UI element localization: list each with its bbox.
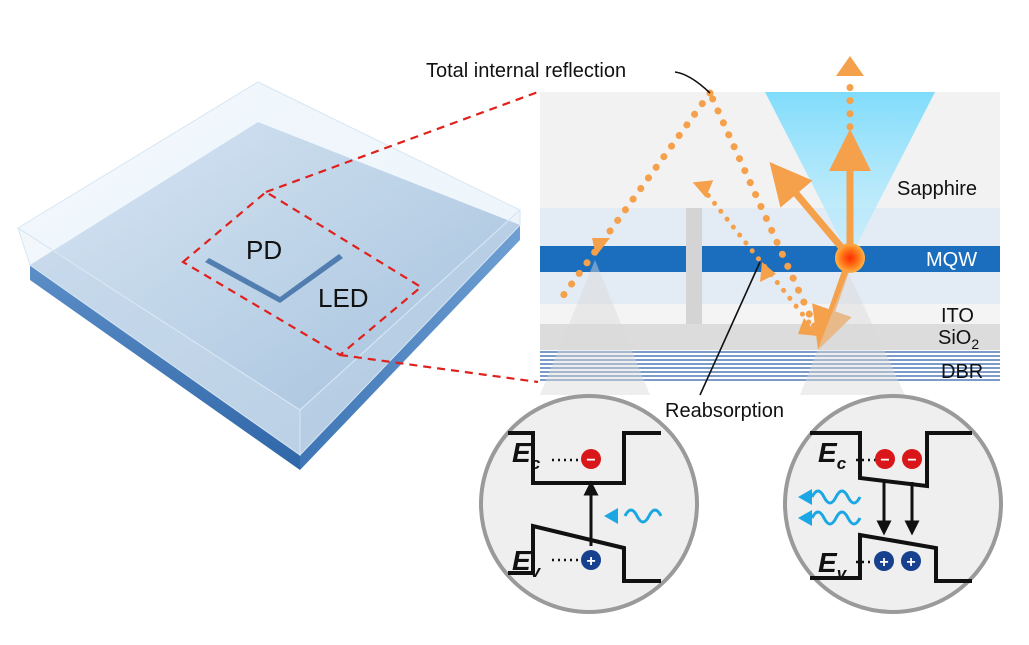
- hole-right-2: [901, 551, 921, 571]
- band-diagram-absorption: − + Ec Ev: [479, 394, 699, 614]
- zoom-line-top: [265, 90, 539, 194]
- ec-label-right: Ec: [818, 437, 847, 473]
- gan-lower-layer: [540, 272, 1000, 304]
- magnifier-cone-left: [540, 260, 650, 395]
- mqw-label: MQW: [926, 249, 977, 271]
- ev-label-left-sub: v: [531, 562, 542, 581]
- zoom-line-bottom: [339, 353, 539, 384]
- photon-outgoing-2: [810, 510, 862, 526]
- valence-band-right: [810, 532, 972, 583]
- photon-outgoing-1: [810, 489, 862, 505]
- reabsorption-callout-line: [699, 261, 761, 396]
- mqw-layer: [540, 246, 1000, 272]
- tir-label: Total internal reflection: [426, 60, 626, 82]
- hole-left: [581, 550, 601, 570]
- tir-arrowhead-1: [592, 238, 610, 256]
- photon-outgoing-1-arrowhead: [798, 489, 812, 505]
- tir-callout-line: [674, 71, 711, 94]
- ito-label: ITO: [941, 305, 974, 327]
- reflect-arrowhead: [798, 318, 818, 336]
- zoom-region-outline: [181, 190, 423, 357]
- sio2-base: SiO: [938, 327, 971, 349]
- ec-label-left: Ec: [512, 437, 541, 473]
- ray-downward: [812, 268, 852, 350]
- cross-section: Sapphire MQW ITO SiO2 DBR Total internal…: [426, 56, 1000, 422]
- ev-label-left-main: E: [512, 545, 532, 576]
- photon-outgoing-2-arrowhead: [798, 510, 812, 526]
- conduction-band-right: [810, 431, 972, 489]
- dbr-label: DBR: [941, 361, 983, 383]
- electron-left: [581, 449, 601, 469]
- dbr-layer: [540, 350, 1000, 382]
- hole-right-1-sign: +: [879, 554, 888, 571]
- ray-escaping-arrowhead: [836, 56, 864, 76]
- led-label: LED: [318, 283, 369, 313]
- photon-incoming: [623, 508, 663, 524]
- magnifier-circle-left: [479, 394, 699, 614]
- sapphire-label: Sapphire: [897, 178, 977, 200]
- ec-label-left-sub: c: [531, 454, 541, 473]
- sio2-label: SiO2: [938, 327, 979, 352]
- photon-incoming-arrowhead: [604, 508, 618, 524]
- ec-label-right-main: E: [818, 437, 838, 468]
- sio2-subscript: 2: [971, 336, 979, 352]
- ito-layer: [540, 304, 1000, 324]
- chip-glass-side-right: [299, 208, 521, 457]
- hole-left-sign: +: [586, 553, 595, 570]
- ev-label-right-main: E: [818, 547, 838, 578]
- ec-label-left-main: E: [512, 437, 532, 468]
- valence-band-left: [508, 523, 661, 583]
- chip-illustration: PD LED: [17, 81, 521, 470]
- electron-right-2-sign: −: [907, 452, 916, 469]
- ev-label-right-sub: v: [837, 564, 848, 583]
- electron-left-sign: −: [586, 452, 595, 469]
- sio2-layer: [540, 324, 1000, 350]
- ev-label-right: Ev: [818, 547, 848, 583]
- hole-right-1: [874, 551, 894, 571]
- electron-right-1-sign: −: [880, 452, 889, 469]
- ray-upper-left: [769, 161, 845, 251]
- pd-label: PD: [246, 235, 282, 265]
- electron-right-2: [902, 449, 922, 469]
- reabsorb-arrowhead: [760, 262, 776, 282]
- gan-upper-layer: [540, 208, 1000, 246]
- ray-reabsorbed: [697, 182, 818, 333]
- conduction-band-left: [508, 431, 661, 485]
- isolation-trench: [686, 208, 702, 324]
- magnifier-cone-right: [800, 272, 905, 395]
- chip-side-right: [300, 225, 520, 470]
- reabsorption-label: Reabsorption: [665, 400, 784, 422]
- ray-tir-down: [556, 89, 714, 304]
- ev-label-left: Ev: [512, 545, 542, 581]
- electron-right-1: [875, 449, 895, 469]
- hole-right-2-sign: +: [906, 554, 915, 571]
- emission-source: [835, 243, 865, 273]
- ec-label-right-sub: c: [837, 454, 847, 473]
- band-diagram-emission: − − + + Ec Ev: [783, 394, 1003, 614]
- magnifier-circle-right: [783, 394, 1003, 614]
- ray-tir-up: [706, 89, 824, 342]
- chip-side-left: [30, 265, 300, 470]
